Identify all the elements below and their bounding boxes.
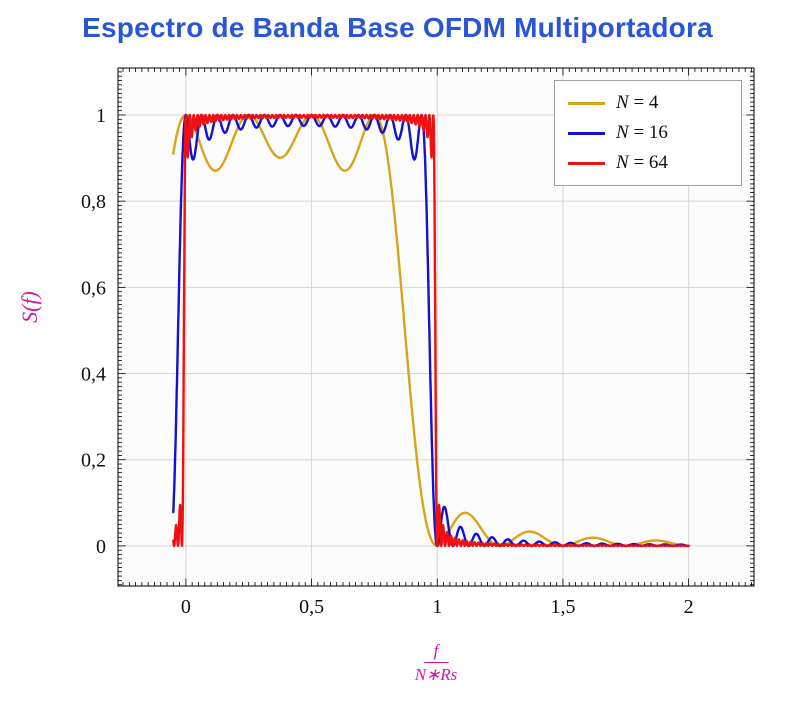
axis-ticks bbox=[118, 68, 754, 586]
y-tick-label: 0,2 bbox=[81, 450, 106, 472]
x-tick-label: 2 bbox=[684, 596, 694, 618]
legend-line-swatch bbox=[568, 101, 605, 105]
tick-labels: 0 0,5 1 1,5 2 0 0,2 0,4 0,6 0,8 1 bbox=[81, 105, 694, 618]
x-tick-label: 0,5 bbox=[299, 596, 324, 618]
legend: N = 4 N = 16 N = 64 bbox=[554, 80, 742, 186]
y-tick-label: 0,8 bbox=[81, 191, 106, 213]
y-tick-label: 0,6 bbox=[81, 277, 106, 299]
y-tick-label: 0,4 bbox=[81, 364, 106, 386]
y-axis-label-text: S(f) bbox=[17, 291, 42, 323]
series-line-64 bbox=[172, 113, 690, 548]
series-lines bbox=[172, 113, 690, 548]
x-axis-label: f N∗Rs bbox=[415, 641, 458, 684]
x-tick-label: 0 bbox=[181, 596, 191, 618]
legend-label: N = 64 bbox=[616, 152, 668, 173]
chart-title: Espectro de Banda Base OFDM Multiportado… bbox=[82, 12, 713, 43]
series-line-16 bbox=[172, 113, 690, 548]
legend-line-swatch bbox=[568, 161, 605, 165]
x-tick-label: 1,5 bbox=[550, 596, 575, 618]
y-axis-label: S(f) bbox=[17, 291, 43, 323]
x-axis-label-numerator: f bbox=[423, 641, 449, 664]
legend-label: N = 4 bbox=[616, 92, 659, 113]
legend-item: N = 4 bbox=[555, 88, 741, 118]
legend-line-swatch bbox=[568, 131, 605, 135]
legend-item: N = 64 bbox=[555, 148, 741, 178]
x-axis-label-denominator: N∗Rs bbox=[414, 665, 458, 685]
y-tick-label: 1 bbox=[96, 105, 106, 127]
legend-label: N = 16 bbox=[616, 122, 668, 143]
x-tick-label: 1 bbox=[432, 596, 442, 618]
plot-frame bbox=[117, 67, 755, 587]
legend-item: N = 16 bbox=[555, 118, 741, 148]
y-tick-label: 0 bbox=[96, 536, 106, 558]
